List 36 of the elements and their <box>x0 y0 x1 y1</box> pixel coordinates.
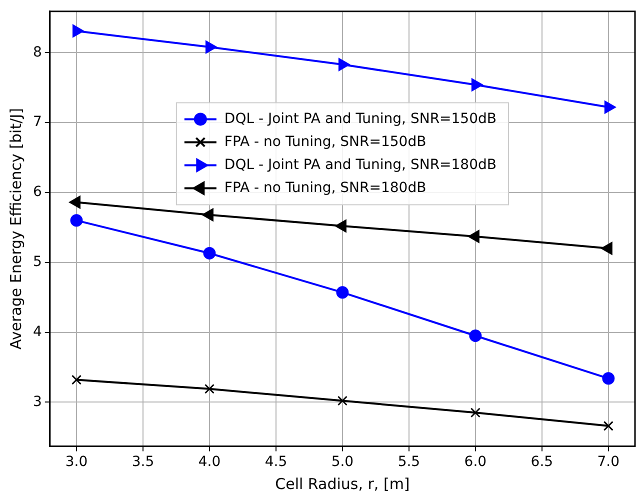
legend-label: DQL - Joint PA and Tuning, SNR=150dB <box>224 110 496 127</box>
x-tick-label: 3.5 <box>132 454 154 470</box>
x-axis-title: Cell Radius, r, [m] <box>275 474 410 493</box>
point <box>69 196 81 209</box>
point <box>204 384 214 394</box>
x-tick-label: 7.0 <box>597 454 620 470</box>
point <box>336 286 349 299</box>
legend-label: FPA - no Tuning, SNR=180dB <box>224 180 426 196</box>
legend-label: FPA - no Tuning, SNR=150dB <box>224 134 426 150</box>
y-tick-label: 5 <box>32 254 42 270</box>
point <box>202 208 214 222</box>
x-tick-label: 6.0 <box>464 454 487 470</box>
point <box>469 330 482 342</box>
point <box>72 374 82 385</box>
x-tick-label: 6.5 <box>530 454 554 470</box>
y-tick-label: 7 <box>32 114 42 130</box>
x-tick-label: 4.5 <box>264 454 288 470</box>
x-tick-label: 3.0 <box>65 454 88 470</box>
point <box>203 247 216 260</box>
point <box>603 420 614 431</box>
x-tick-label: 5.5 <box>398 454 420 470</box>
point <box>337 396 348 406</box>
x-tick-label: 5.0 <box>331 454 354 470</box>
point <box>601 242 612 255</box>
y-tick-label: 3 <box>32 394 42 410</box>
point <box>70 214 83 227</box>
legend-label: DQL - Joint PA and Tuning, SNR=180dB <box>224 156 496 173</box>
y-axis-title: Average Energy Efficiency [bit/J] <box>6 108 25 350</box>
point <box>470 408 480 418</box>
y-tick-label: 8 <box>32 44 42 60</box>
point <box>468 230 480 243</box>
y-tick-label: 6 <box>32 184 42 200</box>
x-tick-label: 4.0 <box>198 454 221 470</box>
point <box>335 220 346 232</box>
point <box>602 372 615 385</box>
y-tick-label: 4 <box>32 324 42 340</box>
